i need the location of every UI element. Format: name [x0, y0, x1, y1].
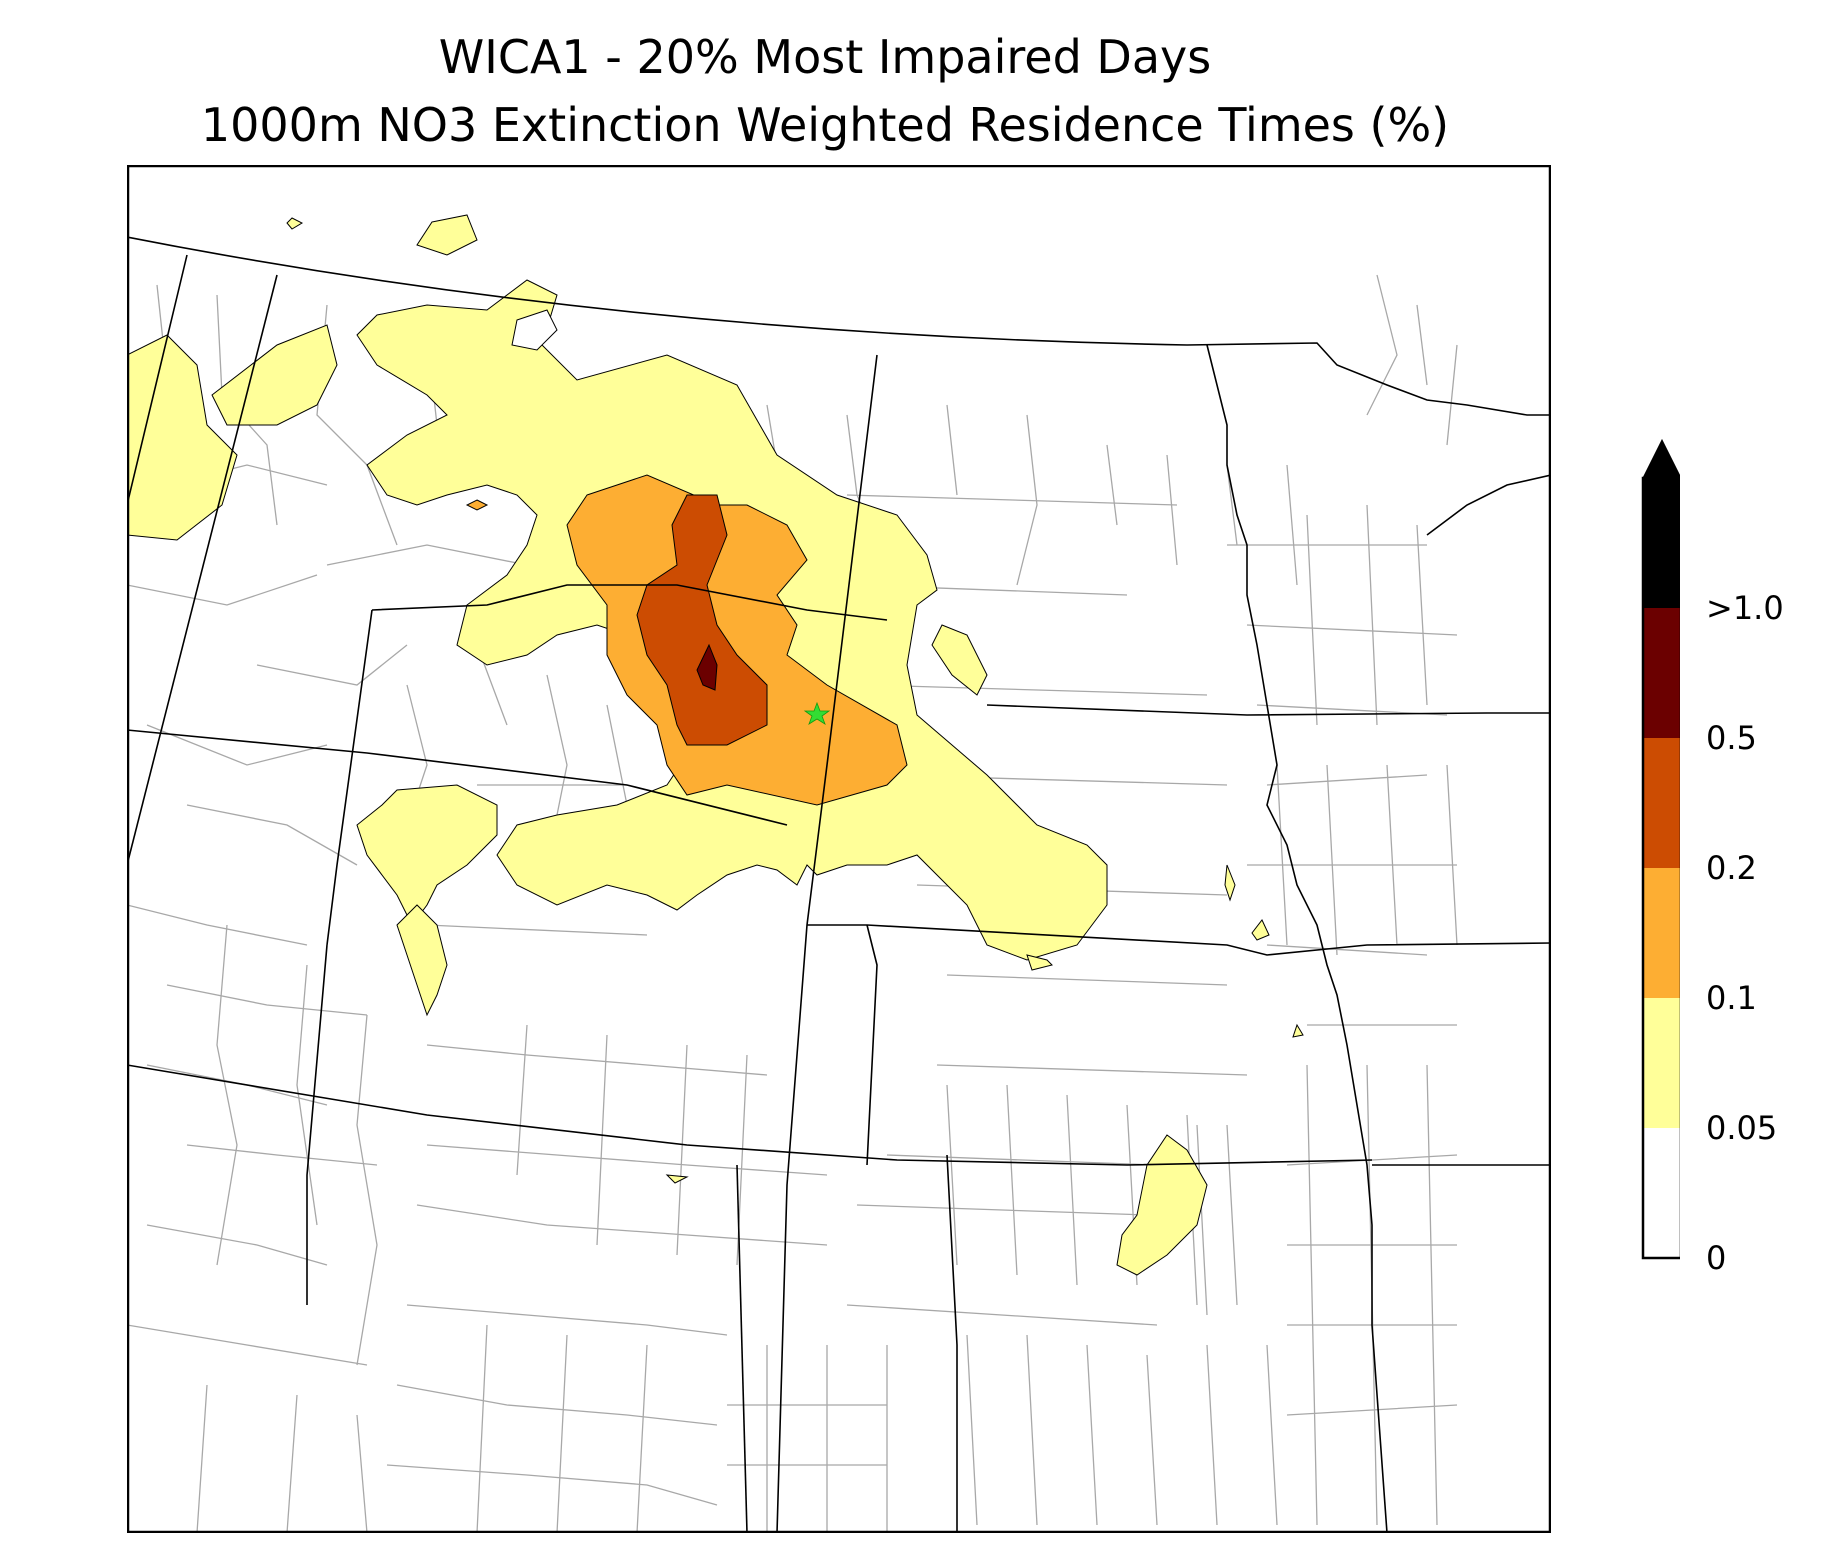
colorbar: [1641, 438, 1680, 1260]
map-border: [127, 165, 1551, 1533]
county-boundaries: [127, 274, 1458, 1533]
colorbar-band: [1643, 738, 1680, 868]
colorbar-tick-label: 0.05: [1706, 1109, 1778, 1147]
receptor-star-icon: [803, 701, 831, 725]
colorbar-band: [1643, 998, 1680, 1128]
colorbar-outline: [1641, 476, 1680, 1260]
colorbar-band: [1643, 608, 1680, 738]
colorbar-tick-label: >1.0: [1706, 589, 1784, 627]
colorbar-band: [1643, 868, 1680, 998]
residence-contours: [127, 214, 1304, 1276]
colorbar-extend-arrow: [1642, 438, 1680, 479]
map-title-line-2: 1000m NO3 Extinction Weighted Residence …: [200, 98, 1450, 152]
colorbar-tick-label: 0.5: [1706, 719, 1757, 757]
map-title-line-1: WICA1 - 20% Most Impaired Days: [438, 30, 1212, 84]
state-boundaries: [127, 236, 1551, 1533]
colorbar-tick-label: 0.2: [1706, 849, 1757, 887]
contour-level-0-2: [636, 494, 768, 746]
colorbar-tick-label: 0.1: [1706, 979, 1757, 1017]
colorbar-band: [1643, 1128, 1680, 1258]
residence-time-map: [127, 165, 1551, 1533]
colorbar-band: [1643, 478, 1680, 608]
colorbar-tick-label: 0: [1706, 1239, 1727, 1277]
contour-level-0-5: [696, 643, 718, 691]
